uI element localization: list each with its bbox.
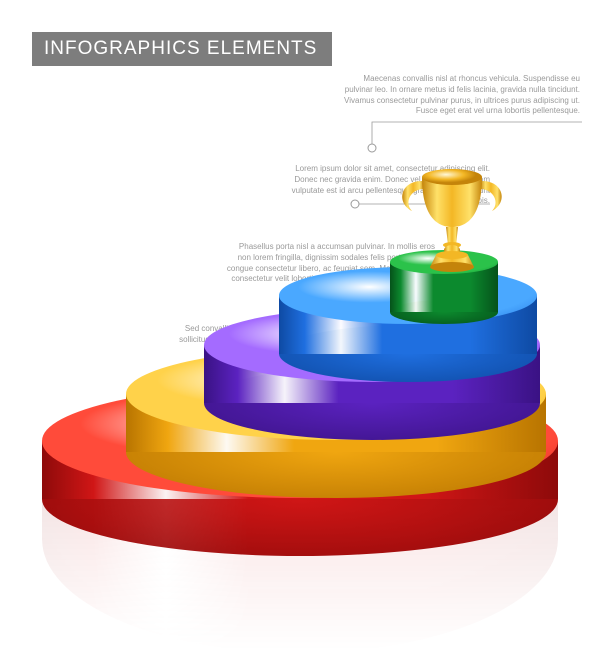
- connector-dot-1: [368, 144, 376, 152]
- infographic-canvas: INFOGRAPHICS ELEMENTS Maecenas convallis…: [0, 0, 613, 626]
- trophy-icon: [382, 153, 522, 293]
- floor-reflection: [42, 499, 558, 653]
- connector-dot-2: [351, 200, 359, 208]
- connector-line-1: [372, 122, 582, 148]
